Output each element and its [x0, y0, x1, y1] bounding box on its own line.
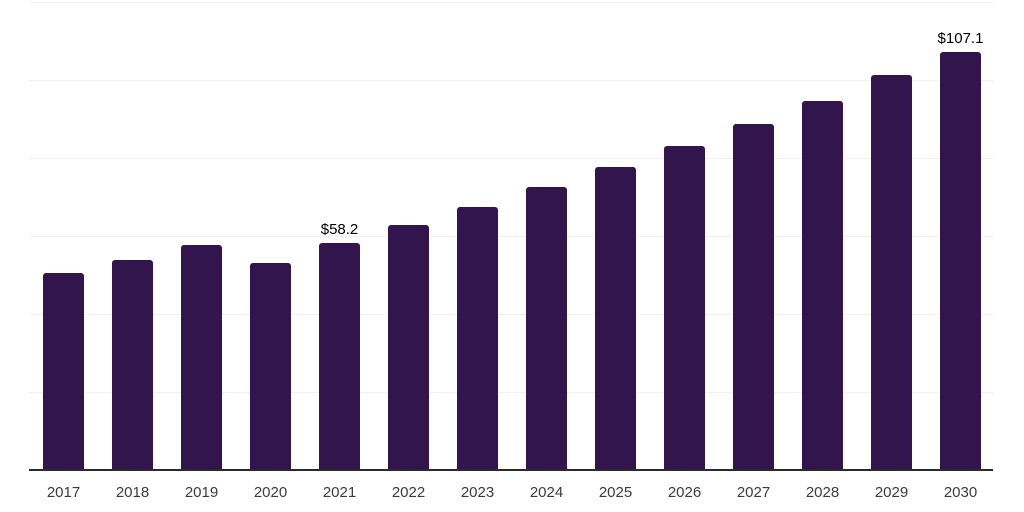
tick-label-2027: 2027 [736, 484, 771, 501]
bar-2029 [871, 75, 912, 470]
gridline-40 [29, 314, 993, 315]
bar-2023 [457, 207, 498, 470]
tick-label-2023: 2023 [460, 484, 495, 501]
tick-label-2030: 2030 [943, 484, 978, 501]
x-axis-line [29, 469, 993, 471]
gridline-20 [29, 392, 993, 393]
bar-2017 [43, 272, 84, 470]
tick-label-2028: 2028 [805, 484, 840, 501]
bar-2026 [664, 145, 705, 470]
bar-2020 [250, 262, 291, 470]
tick-label-2025: 2025 [598, 484, 633, 501]
tick-label-2024: 2024 [529, 484, 564, 501]
gridline-100 [29, 80, 993, 81]
bar-2025 [595, 166, 636, 470]
gridline-120 [29, 2, 993, 3]
gridline-60 [29, 236, 993, 237]
bar-2027 [733, 124, 774, 470]
tick-label-2017: 2017 [46, 484, 81, 501]
bar-2028 [802, 101, 843, 470]
tick-label-2026: 2026 [667, 484, 702, 501]
tick-label-2018: 2018 [115, 484, 150, 501]
bar-2021 [319, 243, 360, 470]
data-label-2021: $58.2 [320, 221, 359, 239]
bar-2018 [112, 259, 153, 470]
bar-2019 [181, 244, 222, 470]
tick-label-2019: 2019 [184, 484, 219, 501]
tick-label-2029: 2029 [874, 484, 909, 501]
tick-label-2022: 2022 [391, 484, 426, 501]
tick-label-2021: 2021 [322, 484, 357, 501]
tick-label-2020: 2020 [253, 484, 288, 501]
bar-2030 [940, 52, 981, 470]
gridline-80 [29, 158, 993, 159]
plot-area: $58.2 $107.1 [29, 2, 993, 471]
bar-2022 [388, 224, 429, 470]
bar-2024 [526, 187, 567, 470]
data-label-2030: $107.1 [937, 30, 984, 48]
